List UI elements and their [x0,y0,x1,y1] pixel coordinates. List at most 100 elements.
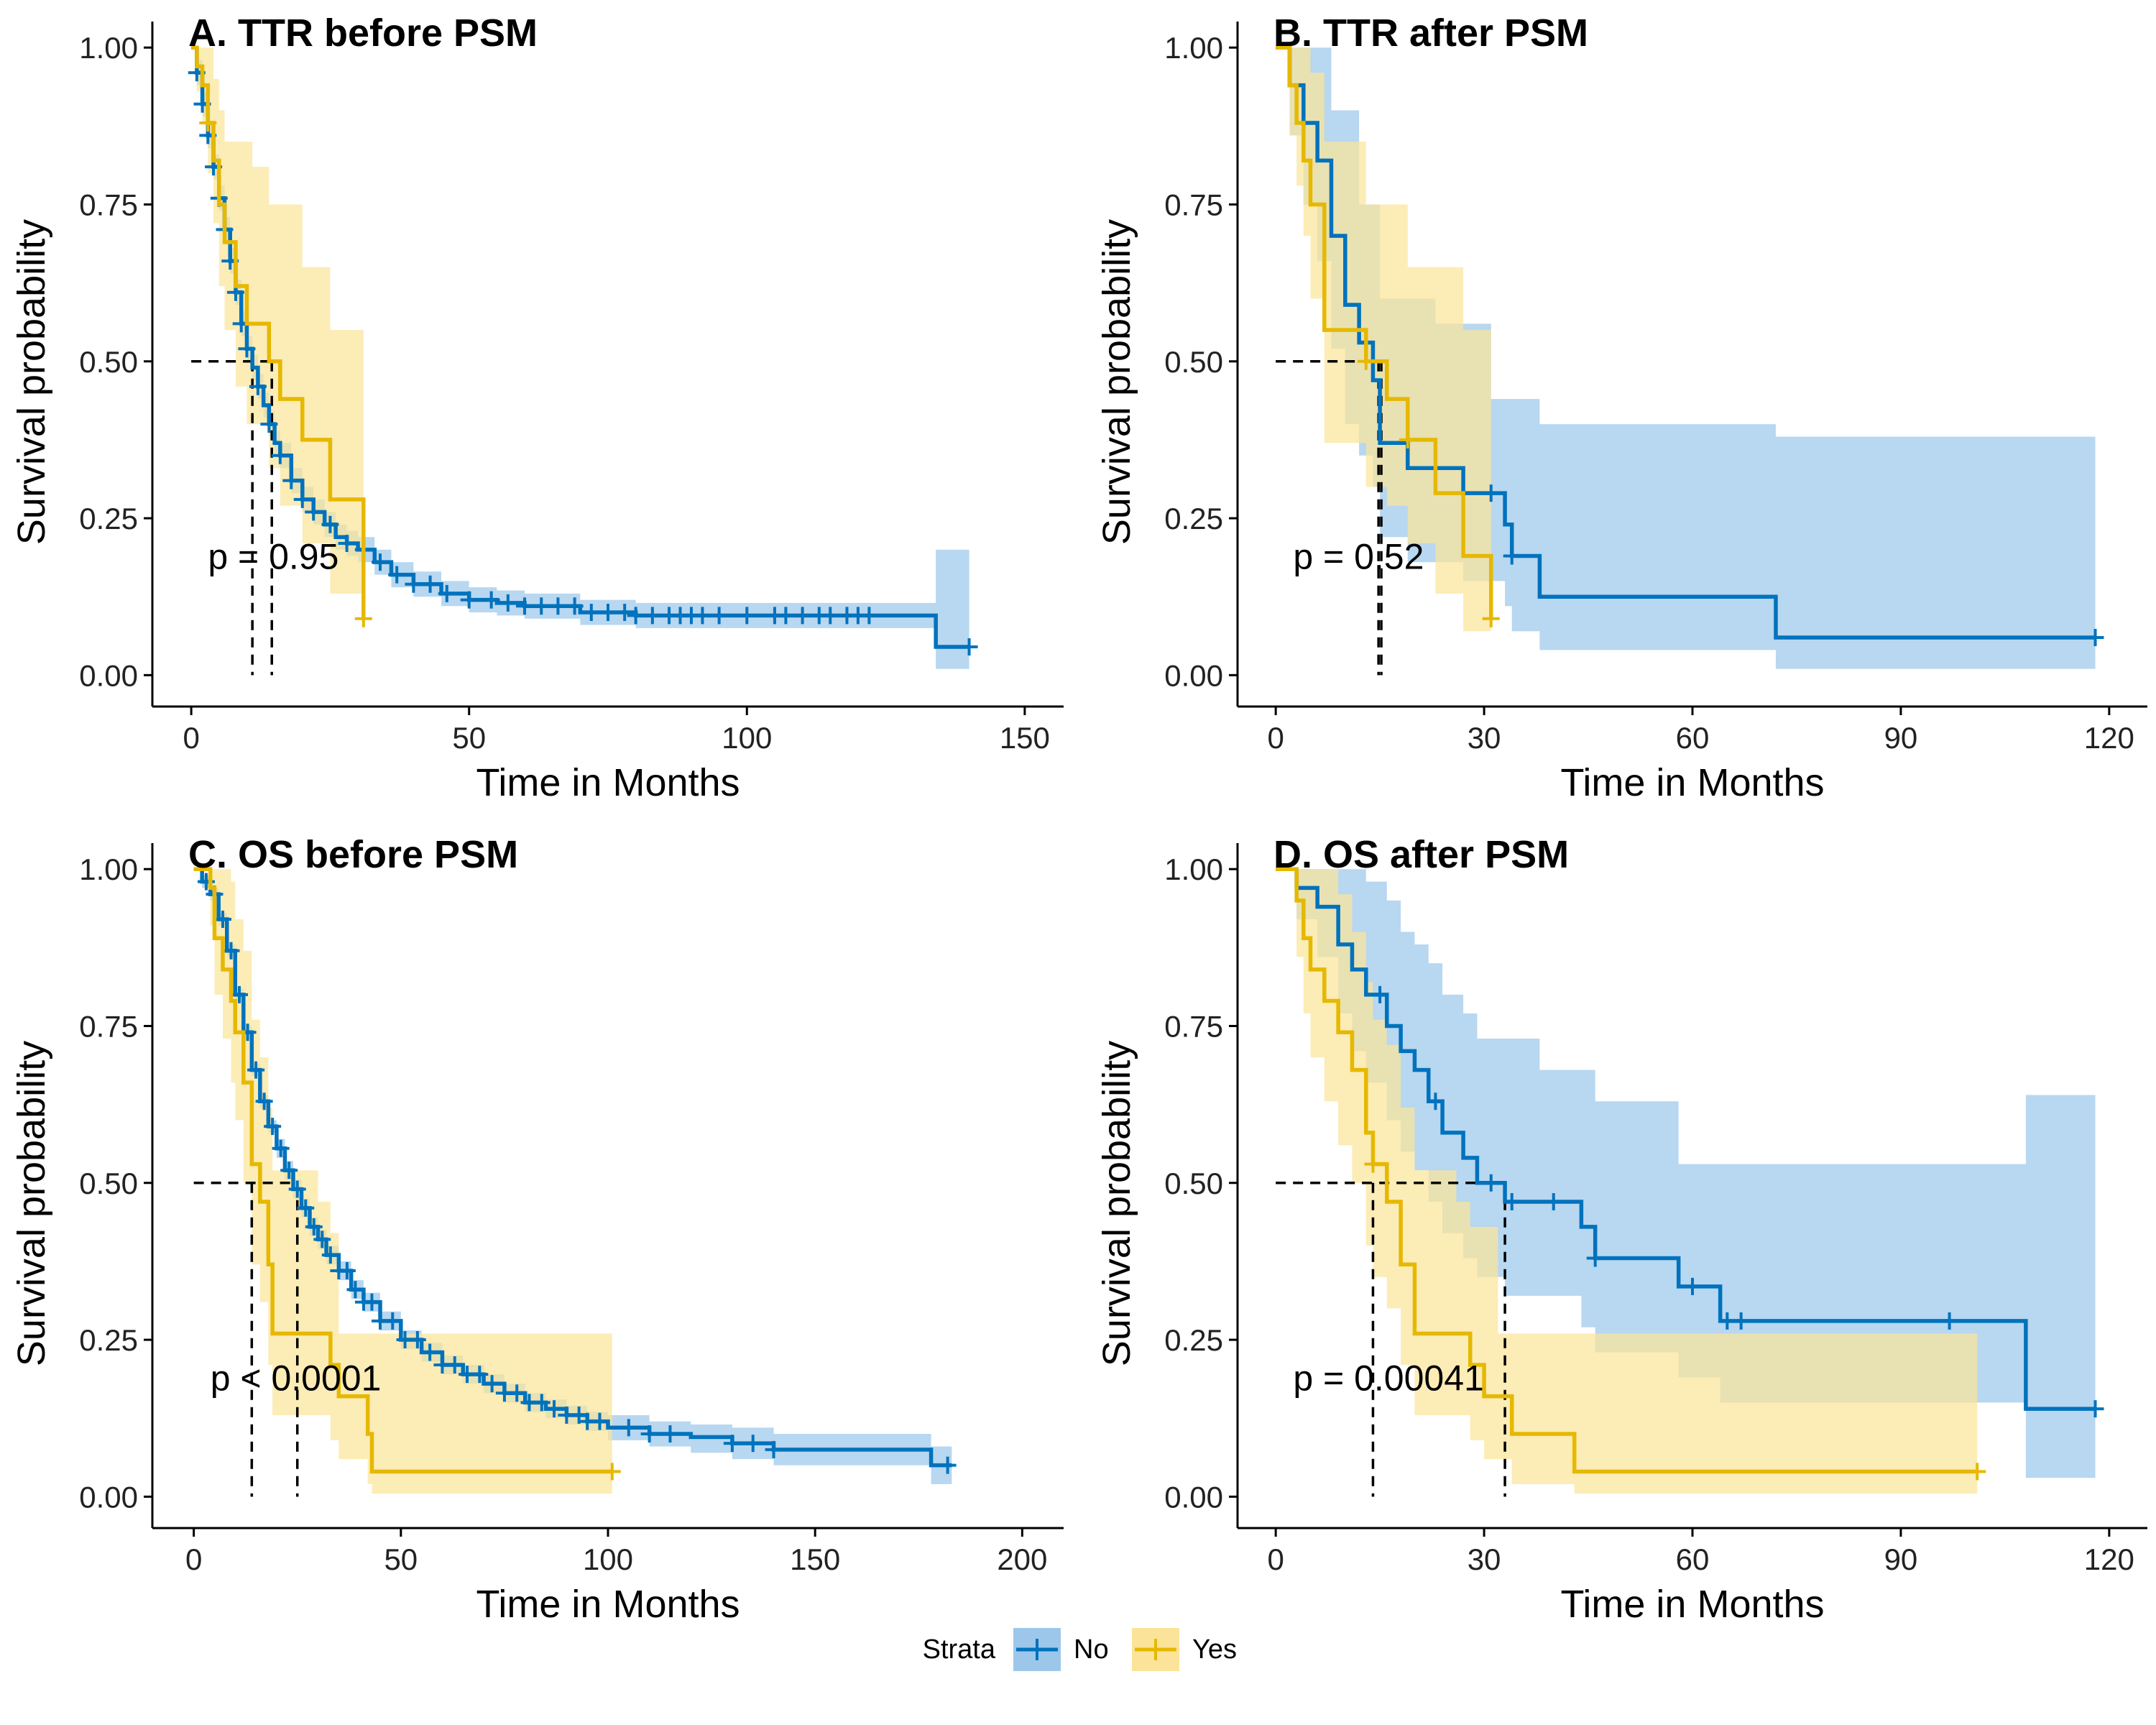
censor-marks-no [1482,484,2104,646]
ci-band-no [191,47,969,669]
censor-mark [280,1162,298,1179]
legend: Strata No Yes [923,1628,1237,1671]
censor-mark [2086,628,2104,646]
censor-marks-yes [1364,1155,1986,1481]
censor-mark [508,1384,526,1402]
censor-mark [1482,610,1500,627]
y-tick-label: 0.00 [1164,1480,1223,1514]
censor-mark [460,591,478,609]
ci-band-yes [191,47,364,638]
censor-marks-no [188,64,978,656]
censor-mark [643,607,661,625]
censor-mark [231,985,249,1003]
censor-mark [1357,352,1375,370]
survival-curve-yes [193,867,612,1474]
x-tick-label: 100 [722,721,772,755]
p-value: p < 0.0001 [211,1358,382,1398]
censor-mark [238,340,256,358]
censor-mark [346,1281,364,1299]
censor-mark [388,566,406,584]
survival-curve-yes [191,45,366,619]
censor-mark [249,377,267,395]
censor-mark [1968,1463,1986,1481]
censor-mark [566,597,584,615]
censor-mark [338,1262,356,1280]
censor-mark [821,607,839,625]
censor-mark [271,446,289,464]
censor-mark [1503,547,1521,565]
censor-mark [363,1293,381,1311]
censor-mark [1503,1192,1521,1210]
censor-mark [288,1180,306,1198]
panel-title: C. OS before PSM [188,833,518,876]
y-axis-title: Survival probability [10,219,53,545]
censor-mark [255,1092,273,1110]
ci-band-yes [1276,869,1978,1494]
y-tick-label: 0.00 [79,658,138,692]
panel-c: 0 50 100 150 200 0.00 0.25 0.50 0.75 1.00 Time in … [10,833,1064,1626]
y-tick-label: 1.00 [1164,852,1223,886]
censor-mark [1399,431,1416,448]
panel-d: 0 30 60 90 120 0.00 0.25 0.50 0.75 1.00 Time in Mo… [1095,833,2147,1626]
censor-marks-yes [1357,352,1500,627]
censor-mark [533,1394,550,1412]
x-tick-label: 90 [1884,1542,1918,1576]
x-tick-label: 50 [452,721,486,755]
censor-mark [710,607,728,625]
censor-mark [421,575,439,593]
x-axis-title: Time in Months [476,761,740,804]
x-axis-title: Time in Months [1560,761,1824,804]
censor-mark [960,638,978,656]
y-tick-label: 0.75 [79,1009,138,1043]
x-tick-label: 0 [1267,1542,1284,1576]
censor-mark [1364,1155,1382,1173]
survival-curve-yes [1276,867,1978,1474]
censor-mark [438,584,456,602]
y-tick-label: 0.25 [1164,1323,1223,1357]
censor-marks-no [1371,985,2104,1418]
panel-title: B. TTR after PSM [1273,12,1588,55]
censor-mark [1732,1312,1750,1330]
censor-mark [1482,1174,1500,1192]
x-tick-label: 100 [583,1542,633,1576]
censor-marks-no [197,873,957,1474]
p-value: p = 0.00041 [1293,1358,1484,1398]
censor-mark [260,415,278,433]
censor-mark [408,1331,426,1349]
censor-mark [264,1118,282,1136]
legend-label-yes: Yes [1192,1634,1237,1665]
x-tick-label: 0 [183,721,199,755]
censor-mark [354,610,372,627]
survival-curve-yes [1276,45,1493,619]
censor-mark [213,911,231,929]
x-tick-label: 30 [1468,721,1501,755]
censor-mark [272,1139,290,1157]
censor-mark [627,607,645,625]
panel-title: D. OS after PSM [1273,833,1569,876]
panel-a: 0 50 100 150 0.00 0.25 0.50 0.75 1.00 Time in Mon… [10,12,1064,804]
censor-mark [860,607,878,625]
legend-label-no: No [1074,1634,1109,1665]
censor-mark [723,1435,741,1453]
y-tick-label: 0.75 [1164,1009,1223,1043]
p-value: p = 0.95 [208,536,338,576]
censor-mark [482,591,500,609]
panel-title: A. TTR before PSM [188,12,538,55]
censor-mark [483,1375,501,1393]
censor-mark [603,1463,621,1481]
censor-mark [282,472,300,489]
censor-mark [549,597,567,615]
censor-mark [372,553,389,571]
censor-mark [321,1246,339,1264]
y-axis-title: Survival probability [10,1041,53,1366]
ci-band-no [193,869,952,1484]
censor-mark [384,1312,402,1330]
y-tick-label: 0.25 [1164,502,1223,535]
censor-mark [1371,985,1389,1003]
x-tick-label: 60 [1676,1542,1710,1576]
censor-mark [599,604,617,622]
censor-mark [661,1425,679,1443]
censor-mark [499,594,517,612]
censor-mark [744,1435,762,1453]
censor-mark [1482,484,1500,502]
